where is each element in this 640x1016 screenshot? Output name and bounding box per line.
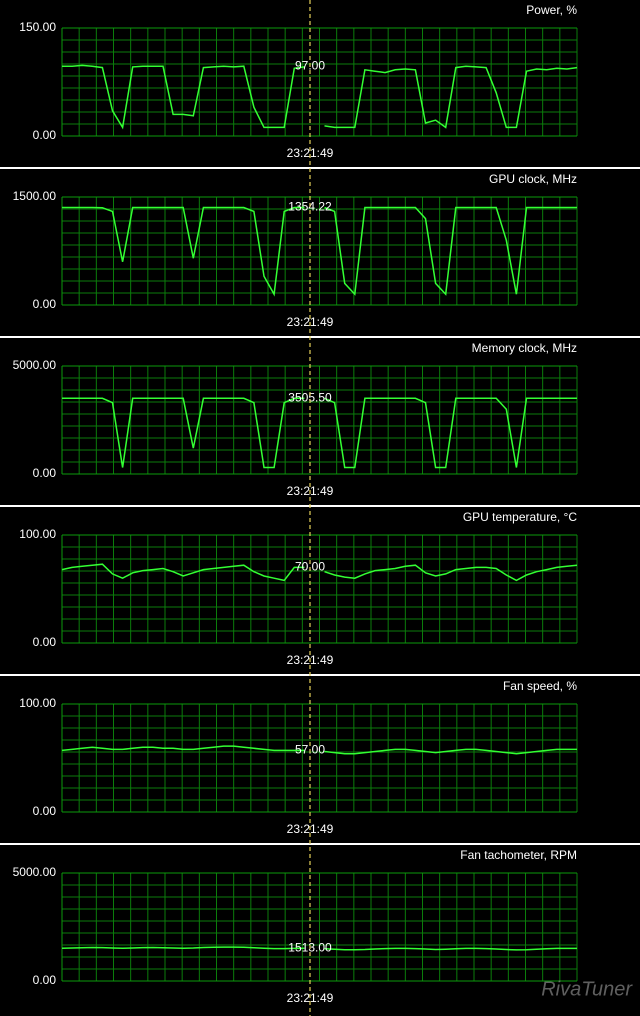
data-line xyxy=(62,397,577,469)
y-tick-label: 5000.00 xyxy=(13,358,57,372)
data-line xyxy=(61,563,578,582)
y-tick-label: 100.00 xyxy=(19,696,56,710)
panel-title: GPU temperature, °C xyxy=(463,510,578,524)
y-tick-label: 0.00 xyxy=(33,804,57,818)
y-tick-label: 0.00 xyxy=(33,297,57,311)
panel-title: Memory clock, MHz xyxy=(472,341,577,355)
panel-title: GPU clock, MHz xyxy=(489,172,577,186)
y-tick-label: 1500.00 xyxy=(13,189,57,203)
current-value: 3505.50 xyxy=(288,390,332,404)
y-tick-label: 0.00 xyxy=(33,635,57,649)
time-label: 23:21:49 xyxy=(287,146,334,160)
watermark: RivaTuner xyxy=(541,978,633,1000)
y-tick-label: 150.00 xyxy=(19,20,56,34)
y-tick-label: 5000.00 xyxy=(13,865,57,879)
y-tick-label: 0.00 xyxy=(33,466,57,480)
panel-title: Power, % xyxy=(526,3,577,17)
data-line xyxy=(62,206,577,297)
data-line xyxy=(62,64,578,130)
y-tick-label: 0.00 xyxy=(33,128,57,142)
panel-title: Fan tachometer, RPM xyxy=(460,848,577,862)
current-value: 70.00 xyxy=(295,560,325,574)
data-line xyxy=(61,745,577,755)
data-line xyxy=(61,946,577,951)
panel-title: Fan speed, % xyxy=(503,679,577,693)
y-tick-label: 100.00 xyxy=(19,527,56,541)
y-tick-label: 0.00 xyxy=(33,973,57,987)
time-label: 23:21:49 xyxy=(287,991,334,1005)
